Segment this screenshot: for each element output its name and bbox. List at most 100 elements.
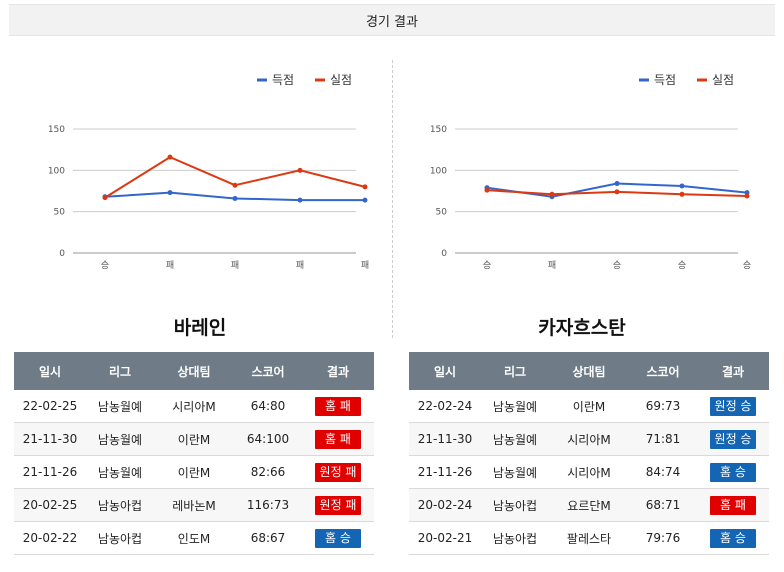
- table-row: 20-02-21 남농아컵 팔레스타 79:76 홈 승: [409, 521, 769, 555]
- col-opponent-header: 상대팀: [154, 352, 234, 390]
- cell-result: 홈 승: [697, 455, 769, 489]
- data-point-conceded: [744, 193, 750, 199]
- table-row: 20-02-24 남농아컵 요르단M 68:71 홈 패: [409, 488, 769, 522]
- col-league-header: 리그: [86, 352, 154, 390]
- data-point-scored: [362, 197, 368, 203]
- data-point-conceded: [549, 191, 555, 197]
- data-point-conceded: [362, 184, 368, 190]
- data-point-conceded: [297, 167, 303, 173]
- cell-opponent: 시리아M: [154, 390, 234, 423]
- x-tick-label: 패: [166, 260, 174, 271]
- cell-score: 79:76: [629, 521, 697, 555]
- x-tick-label: 승: [613, 260, 621, 271]
- cell-league: 남농월예: [86, 390, 154, 423]
- legend-label: 득점: [272, 73, 294, 87]
- cell-result: 홈 패: [302, 422, 374, 456]
- cell-league: 남농아컵: [86, 488, 154, 522]
- cell-league: 남농월예: [86, 455, 154, 489]
- cell-league: 남농아컵: [86, 521, 154, 555]
- result-badge: 원정 패: [315, 462, 361, 482]
- data-point-conceded: [679, 191, 685, 197]
- table-row: 22-02-25 남농월예 시리아M 64:80 홈 패: [14, 390, 374, 423]
- result-badge: 원정 패: [315, 495, 361, 515]
- cell-score: 71:81: [629, 422, 697, 456]
- table-row: 21-11-26 남농월예 이란M 82:66 원정 패: [14, 455, 374, 489]
- cell-result: 홈 패: [302, 390, 374, 423]
- cell-date: 21-11-26: [14, 455, 86, 489]
- line-chart-kazakhstan: 0 50 100 150 승 패 승 승 승 득점 실점: [430, 73, 751, 271]
- cell-date: 20-02-22: [14, 521, 86, 555]
- data-point-conceded: [167, 154, 173, 160]
- y-tick-label: 50: [436, 208, 448, 218]
- cell-score: 68:67: [234, 521, 302, 555]
- cell-score: 69:73: [629, 390, 697, 423]
- section-title: 경기 결과: [366, 14, 418, 30]
- cell-opponent: 이란M: [154, 455, 234, 489]
- cell-league: 남농월예: [481, 455, 549, 489]
- legend-label: 실점: [330, 73, 352, 87]
- col-result-header: 결과: [302, 352, 374, 390]
- cell-opponent: 이란M: [549, 390, 629, 423]
- col-league-header: 리그: [481, 352, 549, 390]
- cell-league: 남농월예: [481, 422, 549, 456]
- cell-date: 20-02-25: [14, 488, 86, 522]
- results-table-2: 일시 리그 상대팀 스코어 결과 22-02-24 남농월예 이란M 69:73 원정 …: [409, 352, 769, 555]
- cell-league: 남농아컵: [481, 521, 549, 555]
- y-tick-label: 50: [54, 208, 66, 218]
- result-badge: 홈 패: [315, 396, 361, 416]
- cell-league: 남농아컵: [481, 488, 549, 522]
- chart-team-2: 0 50 100 150 승 패 승 승 승 득점 실점: [397, 60, 777, 285]
- cell-date: 21-11-30: [14, 422, 86, 456]
- x-tick-label: 승: [483, 260, 491, 271]
- result-badge: 홈 승: [710, 462, 756, 482]
- cell-date: 20-02-21: [409, 521, 481, 555]
- table-row: 20-02-25 남농아컵 레바논M 116:73 원정 패: [14, 488, 374, 522]
- cell-score: 68:71: [629, 488, 697, 522]
- cell-result: 홈 승: [302, 521, 374, 555]
- data-point-conceded: [232, 182, 238, 188]
- table-row: 21-11-30 남농월예 이란M 64:100 홈 패: [14, 422, 374, 456]
- data-point-scored: [614, 181, 620, 187]
- x-tick-label: 패: [296, 260, 304, 271]
- cell-date: 21-11-30: [409, 422, 481, 456]
- col-result-header: 결과: [697, 352, 769, 390]
- cell-date: 20-02-24: [409, 488, 481, 522]
- col-opponent-header: 상대팀: [549, 352, 629, 390]
- column-divider: [392, 60, 393, 338]
- data-point-conceded: [614, 189, 620, 195]
- cell-opponent: 이란M: [154, 422, 234, 456]
- y-tick-label: 0: [441, 249, 447, 259]
- cell-score: 64:100: [234, 422, 302, 456]
- cell-result: 홈 승: [697, 521, 769, 555]
- series-line-conceded: [104, 155, 366, 199]
- data-point-scored: [297, 197, 303, 203]
- result-badge: 홈 패: [315, 429, 361, 449]
- result-badge: 홈 승: [315, 528, 361, 548]
- cell-score: 84:74: [629, 455, 697, 489]
- chart-team-1: 0 50 100 150 승 패 패 패 패 득점 실점: [15, 60, 395, 285]
- x-tick-label: 승: [101, 260, 109, 271]
- col-date-header: 일시: [409, 352, 481, 390]
- cell-league: 남농월예: [481, 390, 549, 423]
- cell-score: 82:66: [234, 455, 302, 489]
- cell-league: 남농월예: [86, 422, 154, 456]
- legend-label: 실점: [712, 73, 734, 87]
- table-row: 22-02-24 남농월예 이란M 69:73 원정 승: [409, 390, 769, 423]
- cell-result: 원정 패: [302, 455, 374, 489]
- cell-score: 116:73: [234, 488, 302, 522]
- cell-opponent: 팔레스타: [549, 521, 629, 555]
- col-score-header: 스코어: [629, 352, 697, 390]
- y-tick-label: 100: [48, 166, 65, 176]
- cell-result: 홈 패: [697, 488, 769, 522]
- result-badge: 홈 승: [710, 528, 756, 548]
- table-header-row: 일시 리그 상대팀 스코어 결과: [14, 352, 374, 390]
- y-tick-label: 150: [48, 125, 65, 135]
- cell-score: 64:80: [234, 390, 302, 423]
- cell-opponent: 인도M: [154, 521, 234, 555]
- result-badge: 원정 승: [710, 396, 756, 416]
- section-header: 경기 결과: [9, 4, 775, 36]
- team-name-2: 카자흐스탄: [538, 317, 626, 339]
- data-point-scored: [679, 183, 685, 189]
- cell-result: 원정 승: [697, 390, 769, 423]
- team-name-1: 바레인: [173, 317, 227, 339]
